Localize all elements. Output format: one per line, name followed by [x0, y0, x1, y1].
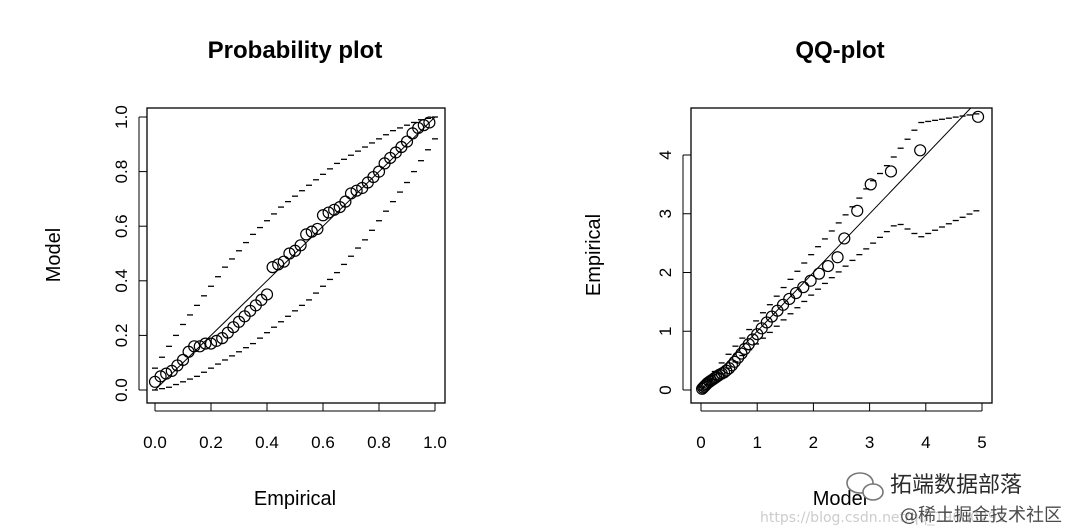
- probability-plot-axes: 0.0 0.2 0.4 0.6 0.8 1.0 0.0 0.2 0.4 0.6 0.8 1.0: [112, 105, 447, 452]
- data-point: [328, 203, 341, 216]
- x-tick-label: 0.0: [143, 433, 167, 452]
- data-point: [300, 228, 313, 241]
- x-tick-label: 0.4: [255, 433, 279, 452]
- x-tick-label: 0.6: [311, 433, 335, 452]
- qq-plot-confidence-bands: [698, 113, 980, 391]
- probability-plot-confidence-bands: [152, 116, 438, 391]
- data-point: [154, 370, 167, 383]
- data-point: [838, 232, 851, 245]
- data-point: [412, 121, 425, 135]
- y-tick-label: 4: [656, 150, 675, 159]
- y-tick-label: 0.8: [112, 160, 131, 184]
- data-point: [199, 337, 212, 350]
- qq-plot-points: [696, 110, 985, 395]
- data-point: [821, 259, 835, 273]
- watermark: 拓端数据部落 https://blog.csdn.net/qq_19600291…: [760, 472, 1062, 526]
- probability-plot: Probability plot 0.0 0.2 0.4 0.6 0.8 1.00.00.…: [43, 37, 447, 510]
- y-tick-label: 0.4: [112, 269, 131, 293]
- data-point: [204, 337, 218, 350]
- y-tick-label: 0: [656, 385, 675, 394]
- qq-plot: QQ-plot 0 1 2 3 4 5 0 1 2 3 4 Model Empirical: [583, 37, 993, 510]
- watermark-source: @稀土掘金技术社区: [900, 505, 1062, 526]
- data-point: [344, 187, 358, 200]
- qq-plot-xlabel: Model: [813, 488, 867, 510]
- data-point: [700, 378, 713, 391]
- data-point: [193, 340, 206, 353]
- data-point: [725, 359, 739, 372]
- data-point: [971, 110, 985, 123]
- data-point: [339, 195, 352, 208]
- data-point: [372, 165, 386, 178]
- y-tick-label: 0.2: [112, 324, 131, 348]
- probability-plot-ylabel: Model: [43, 228, 65, 282]
- data-point: [294, 239, 307, 252]
- data-point: [311, 222, 324, 236]
- data-point: [316, 209, 330, 222]
- wechat-icon: [846, 472, 884, 501]
- data-point: [789, 286, 803, 300]
- y-tick-label: 1: [656, 327, 675, 336]
- x-tick-label: 0.8: [367, 433, 391, 452]
- x-tick-label: 0.2: [199, 433, 223, 452]
- y-tick-label: 2: [656, 268, 675, 277]
- data-point: [266, 261, 279, 274]
- x-tick-label: 4: [921, 433, 930, 452]
- data-point: [417, 119, 430, 132]
- x-tick-label: 2: [809, 433, 818, 452]
- data-point: [914, 144, 927, 157]
- data-point: [350, 184, 363, 197]
- data-point: [884, 165, 898, 178]
- data-point: [783, 292, 796, 306]
- qq-plot-axes: 0 1 2 3 4 5 0 1 2 3 4: [656, 150, 987, 452]
- data-point: [272, 258, 285, 271]
- data-point: [804, 274, 817, 287]
- data-point: [797, 281, 810, 294]
- data-point: [831, 251, 844, 264]
- data-point: [210, 334, 223, 347]
- data-point: [277, 255, 290, 268]
- x-tick-label: 1: [752, 433, 761, 452]
- data-point: [812, 267, 826, 280]
- probability-plot-title: Probability plot: [208, 37, 383, 64]
- y-tick-label: 0.0: [112, 378, 131, 402]
- data-point: [188, 340, 201, 353]
- data-point: [305, 225, 318, 238]
- data-point: [176, 353, 190, 367]
- y-tick-label: 3: [656, 209, 675, 218]
- data-point: [728, 355, 741, 368]
- data-point: [864, 178, 877, 191]
- data-point: [851, 204, 864, 217]
- qq-plot-title: QQ-plot: [795, 37, 884, 64]
- data-point: [160, 367, 173, 380]
- data-point: [423, 116, 436, 129]
- data-point: [322, 206, 335, 219]
- x-tick-label: 1.0: [423, 433, 447, 452]
- data-point: [260, 288, 274, 301]
- x-tick-label: 3: [865, 433, 874, 452]
- data-point: [400, 135, 414, 148]
- qq-plot-frame: [690, 107, 993, 404]
- y-tick-label: 0.6: [112, 214, 131, 238]
- data-point: [283, 247, 296, 260]
- watermark-url: https://blog.csdn.net/qq_19600291: [760, 510, 1006, 526]
- y-tick-label: 1.0: [112, 105, 131, 129]
- probability-plot-frame: [146, 107, 446, 404]
- probability-plot-xlabel: Empirical: [254, 488, 336, 510]
- watermark-brand: 拓端数据部落: [890, 473, 1022, 498]
- x-tick-label: 5: [977, 433, 986, 452]
- data-point: [731, 351, 745, 364]
- probability-plot-points: [148, 116, 436, 388]
- x-tick-label: 0: [696, 433, 705, 452]
- qq-plot-ylabel: Empirical: [583, 214, 605, 296]
